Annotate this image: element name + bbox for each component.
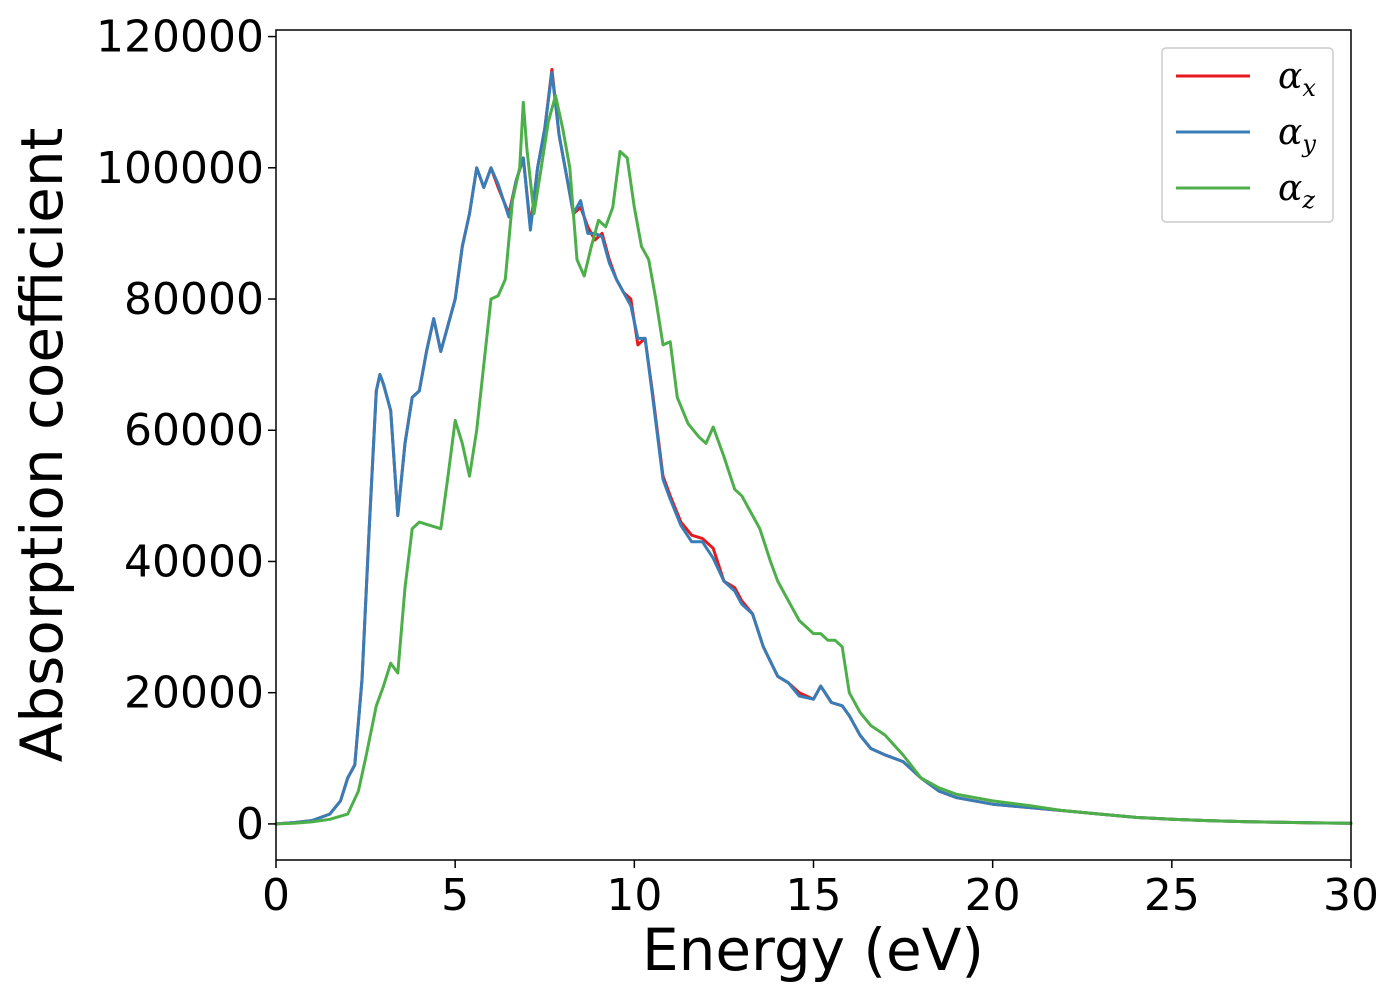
series-line-y xyxy=(274,71,1353,826)
x-tick-label: 5 xyxy=(441,870,469,921)
y-tick-label: 0 xyxy=(236,799,264,850)
legend: αx αy αz xyxy=(1161,47,1334,223)
legend-box xyxy=(1161,47,1334,223)
y-tick-label: 40000 xyxy=(124,536,264,587)
y-axis: 0 20000 40000 60000 80000 100000 120000 xyxy=(96,12,276,850)
x-tick-label: 20 xyxy=(965,870,1021,921)
x-tick-label: 10 xyxy=(606,870,662,921)
x-axis-title: Energy (eV) xyxy=(642,916,984,984)
series-line-z xyxy=(274,94,1353,826)
y-tick-label: 100000 xyxy=(96,143,264,194)
y-tick-label: 20000 xyxy=(124,668,264,719)
y-tick-label: 60000 xyxy=(124,405,264,456)
y-axis-title: Absorption coefficient xyxy=(8,128,76,763)
x-tick-label: 25 xyxy=(1144,870,1200,921)
x-axis: 0 5 10 15 20 25 30 xyxy=(262,860,1379,921)
x-tick-label: 15 xyxy=(786,870,842,921)
legend-label-z: αz xyxy=(1278,168,1315,214)
legend-label-x: αx xyxy=(1278,56,1316,102)
series-layer xyxy=(274,67,1353,826)
y-tick-label: 120000 xyxy=(96,12,264,63)
y-tick-label: 80000 xyxy=(124,274,264,325)
x-tick-label: 30 xyxy=(1323,870,1379,921)
x-tick-label: 0 xyxy=(262,870,290,921)
legend-label-y: αy xyxy=(1278,112,1316,158)
